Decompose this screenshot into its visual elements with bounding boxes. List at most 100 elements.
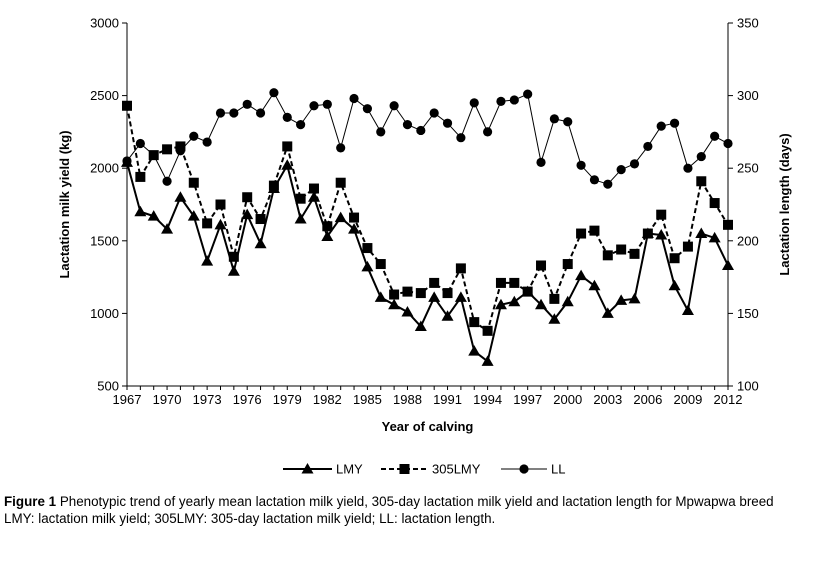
x-tick-label: 2006 <box>633 392 662 407</box>
data-point-lmy <box>655 228 668 240</box>
data-point-ll <box>549 114 559 124</box>
data-point-305lmy <box>495 277 506 288</box>
data-point-305lmy <box>308 183 319 194</box>
data-point-lmy <box>588 279 601 291</box>
data-point-lmy <box>428 291 441 302</box>
data-point-lmy <box>134 205 147 217</box>
data-point-305lmy <box>402 286 413 297</box>
x-tick-label: 1967 <box>113 392 142 407</box>
data-point-305lmy <box>442 288 453 299</box>
data-point-lmy <box>535 298 548 310</box>
data-point-ll <box>576 160 586 170</box>
data-point-305lmy <box>669 253 680 264</box>
line-chart: 500 1000 1500 2000 2500 3000 100 150 200 250 300 3… <box>57 16 792 477</box>
legend-item-lmy: LMY <box>283 462 363 477</box>
y-axis-label-left: Lactation milk yield (kg) <box>57 130 72 278</box>
data-point-ll <box>135 138 145 149</box>
data-point-lmy <box>294 213 307 224</box>
x-tick-label: 1991 <box>433 392 462 407</box>
data-point-305lmy <box>549 293 560 304</box>
data-point-305lmy <box>349 212 360 223</box>
x-tick-label: 1970 <box>153 392 182 407</box>
x-tick-label: 1982 <box>313 392 342 407</box>
data-point-305lmy <box>255 214 266 225</box>
series-layer <box>121 88 734 366</box>
y-tick-label-right: 250 <box>737 161 759 176</box>
data-point-305lmy <box>656 209 667 220</box>
data-point-305lmy <box>215 199 226 210</box>
data-point-lmy <box>628 292 641 304</box>
x-tick-label: 2012 <box>714 392 743 407</box>
data-point-ll <box>523 89 533 99</box>
data-point-lmy <box>201 255 214 266</box>
data-point-lmy <box>374 291 387 302</box>
data-point-lmy <box>561 295 574 307</box>
data-point-lmy <box>254 237 267 249</box>
data-point-ll <box>255 108 266 118</box>
data-point-lmy <box>414 320 427 331</box>
x-tick-label: 1988 <box>393 392 422 407</box>
data-point-305lmy <box>228 251 239 262</box>
data-point-305lmy <box>696 176 707 187</box>
legend-marker <box>399 464 410 474</box>
data-point-lmy <box>601 307 614 318</box>
x-tick-label: 2009 <box>673 392 702 407</box>
data-point-ll <box>656 121 666 131</box>
data-point-ll <box>456 133 466 143</box>
data-point-lmy <box>695 227 708 239</box>
legend-item-ll: LL <box>501 462 565 477</box>
data-point-305lmy <box>602 250 613 261</box>
data-point-lmy <box>481 355 494 366</box>
data-point-ll <box>683 163 693 173</box>
y-tick-label-right: 150 <box>737 306 759 321</box>
y-tick-label-left: 2500 <box>90 88 119 103</box>
x-axis-label: Year of calving <box>382 419 474 434</box>
legend-marker <box>301 463 314 474</box>
data-point-lmy <box>454 291 467 302</box>
data-point-lmy <box>174 191 187 202</box>
y-tick-label-right: 200 <box>737 233 759 248</box>
data-point-ll <box>536 157 546 167</box>
data-point-lmy <box>161 223 174 234</box>
data-point-305lmy <box>322 221 333 232</box>
x-tick-label: 1994 <box>473 392 502 407</box>
data-point-ll <box>589 175 600 185</box>
y-tick-label-right: 350 <box>737 16 759 31</box>
legend-label: LL <box>551 462 565 477</box>
data-point-lmy <box>548 313 561 324</box>
data-point-305lmy <box>576 228 587 239</box>
data-point-lmy <box>468 345 481 356</box>
data-point-lmy <box>508 295 521 307</box>
data-point-ll <box>215 108 226 118</box>
data-point-lmy <box>668 279 681 291</box>
y-tick-label-left: 500 <box>97 379 119 394</box>
data-point-ll <box>336 143 346 153</box>
data-point-305lmy <box>589 225 600 236</box>
data-point-305lmy <box>709 198 720 209</box>
right-y-axis-ticks: 100 150 200 250 300 350 <box>728 16 759 394</box>
legend-label: LMY <box>336 462 363 477</box>
data-point-ll <box>349 93 359 104</box>
data-point-lmy <box>681 304 694 315</box>
data-point-305lmy <box>295 193 306 204</box>
data-point-305lmy <box>335 177 346 188</box>
data-point-ll <box>629 159 640 169</box>
data-point-lmy <box>348 223 361 234</box>
x-axis-ticks: 1967 1970 1973 1976 1979 1982 1985 1988 1991 1994… <box>113 386 743 407</box>
data-point-lmy <box>307 191 320 202</box>
data-point-lmy <box>281 159 294 170</box>
data-point-305lmy <box>282 141 293 152</box>
data-point-305lmy <box>362 243 373 254</box>
data-point-305lmy <box>202 218 213 229</box>
data-point-305lmy <box>455 263 466 274</box>
data-point-lmy <box>361 260 374 272</box>
data-point-ll <box>483 127 493 137</box>
caption-label: Figure 1 <box>4 494 57 509</box>
data-point-ll <box>309 101 319 111</box>
data-point-305lmy <box>415 288 426 299</box>
data-point-ll <box>442 118 453 128</box>
y-tick-label-left: 3000 <box>90 16 119 31</box>
data-point-ll <box>563 117 573 127</box>
data-point-lmy <box>441 310 454 321</box>
data-point-lmy <box>401 305 414 317</box>
